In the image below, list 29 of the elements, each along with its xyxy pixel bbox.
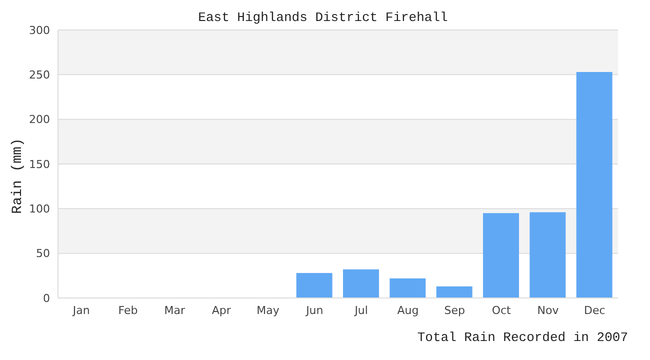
bar (436, 286, 472, 298)
bar (390, 278, 426, 298)
x-tick-label: Jul (354, 304, 368, 317)
x-tick-label: Apr (212, 304, 232, 317)
bar (343, 269, 379, 298)
x-tick-label: Jan (72, 304, 90, 317)
y-tick-label: 250 (29, 68, 50, 82)
chart-title: East Highlands District Firehall (197, 10, 449, 25)
x-tick-label: Mar (164, 304, 186, 317)
y-tick-label: 50 (36, 247, 50, 260)
x-tick-label: Dec (584, 304, 606, 317)
x-tick-label: Feb (118, 304, 138, 317)
y-tick-label: 200 (29, 113, 50, 126)
bar (296, 272, 332, 298)
x-tick-label: Nov (537, 304, 560, 317)
x-tick-label: May (256, 304, 280, 317)
x-tick-label: Sep (444, 304, 466, 317)
x-tick-label: Aug (397, 304, 419, 317)
y-tick-label: 100 (29, 202, 50, 216)
y-axis-title: Rain (mm) (10, 137, 26, 216)
x-tick-label: Jun (305, 304, 324, 317)
y-tick-label: 150 (29, 158, 50, 171)
x-axis-title: Total Rain Recorded in 2007 (417, 330, 628, 345)
bar (483, 213, 519, 298)
y-tick-label: 300 (29, 24, 50, 37)
x-tick-label: Oct (492, 304, 512, 317)
bar (576, 72, 612, 298)
y-tick-label: 0 (43, 292, 50, 305)
bar (530, 212, 566, 298)
